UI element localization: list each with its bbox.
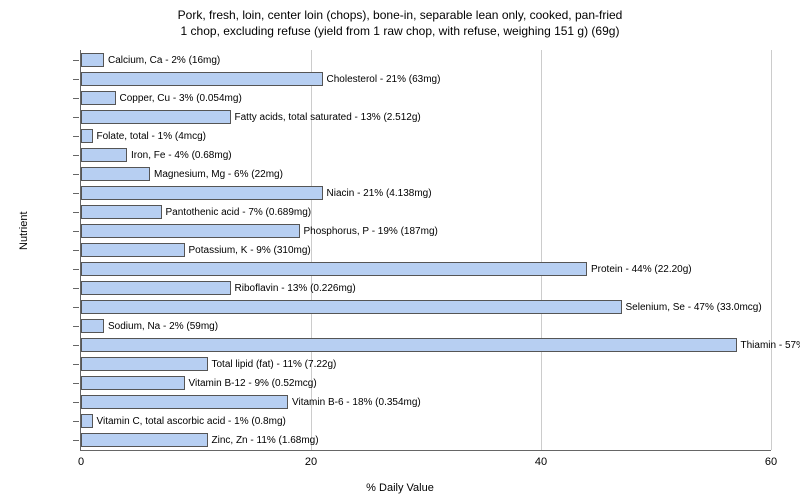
nutrient-bar [81, 205, 162, 219]
y-tick [73, 345, 79, 346]
nutrient-bar-label: Copper, Cu - 3% (0.054mg) [116, 93, 242, 104]
y-tick [73, 288, 79, 289]
nutrient-bar [81, 262, 587, 276]
title-line-2: 1 chop, excluding refuse (yield from 1 r… [0, 24, 800, 40]
y-tick [73, 421, 79, 422]
nutrient-bar [81, 376, 185, 390]
y-tick [73, 79, 79, 80]
y-tick [73, 364, 79, 365]
y-tick [73, 269, 79, 270]
nutrient-bar-label: Folate, total - 1% (4mcg) [93, 131, 206, 142]
nutrient-bar [81, 414, 93, 428]
nutrient-bar [81, 243, 185, 257]
gridline [311, 50, 312, 450]
y-axis-label: Nutrient [18, 211, 30, 250]
nutrient-bar-label: Vitamin B-12 - 9% (0.52mcg) [185, 378, 317, 389]
nutrient-bar-label: Protein - 44% (22.20g) [587, 264, 692, 275]
gridline [771, 50, 772, 450]
plot-area: 0204060Calcium, Ca - 2% (16mg)Cholestero… [80, 50, 771, 451]
nutrient-bar-label: Sodium, Na - 2% (59mg) [104, 321, 218, 332]
x-tick-label: 20 [305, 456, 317, 468]
nutrient-bar-label: Selenium, Se - 47% (33.0mcg) [622, 302, 762, 313]
title-line-1: Pork, fresh, loin, center loin (chops), … [0, 8, 800, 24]
x-tick-label: 0 [78, 456, 84, 468]
nutrient-bar-label: Total lipid (fat) - 11% (7.22g) [208, 359, 337, 370]
nutrient-bar [81, 433, 208, 447]
nutrient-bar [81, 357, 208, 371]
y-tick [73, 117, 79, 118]
nutrient-bar [81, 91, 116, 105]
nutrient-bar-label: Iron, Fe - 4% (0.68mg) [127, 150, 232, 161]
chart-title: Pork, fresh, loin, center loin (chops), … [0, 0, 800, 39]
y-tick [73, 60, 79, 61]
y-tick [73, 136, 79, 137]
x-tick-label: 60 [765, 456, 777, 468]
y-tick [73, 193, 79, 194]
y-tick [73, 440, 79, 441]
nutrient-bar [81, 281, 231, 295]
nutrient-bar-label: Zinc, Zn - 11% (1.68mg) [208, 435, 319, 446]
nutrient-bar-label: Potassium, K - 9% (310mg) [185, 245, 311, 256]
nutrient-bar-label: Calcium, Ca - 2% (16mg) [104, 55, 220, 66]
y-tick [73, 250, 79, 251]
nutrient-bar [81, 186, 323, 200]
nutrient-bar-label: Pantothenic acid - 7% (0.689mg) [162, 207, 312, 218]
nutrient-bar-label: Vitamin C, total ascorbic acid - 1% (0.8… [93, 416, 286, 427]
x-axis-label: % Daily Value [366, 482, 434, 494]
y-tick [73, 307, 79, 308]
nutrient-bar [81, 129, 93, 143]
nutrient-bar [81, 53, 104, 67]
nutrient-bar [81, 110, 231, 124]
y-tick [73, 174, 79, 175]
nutrient-bar-label: Cholesterol - 21% (63mg) [323, 74, 441, 85]
y-tick [73, 155, 79, 156]
nutrient-bar-label: Magnesium, Mg - 6% (22mg) [150, 169, 283, 180]
y-tick [73, 383, 79, 384]
y-tick [73, 231, 79, 232]
gridline [541, 50, 542, 450]
nutrient-bar [81, 395, 288, 409]
nutrient-bar-label: Riboflavin - 13% (0.226mg) [231, 283, 356, 294]
x-tick-label: 40 [535, 456, 547, 468]
y-tick [73, 98, 79, 99]
nutrient-bar [81, 300, 622, 314]
nutrient-chart: Pork, fresh, loin, center loin (chops), … [0, 0, 800, 500]
nutrient-bar [81, 338, 737, 352]
y-tick [73, 212, 79, 213]
nutrient-bar-label: Thiamin - 57% (0.858mg) [737, 340, 800, 351]
nutrient-bar-label: Vitamin B-6 - 18% (0.354mg) [288, 397, 421, 408]
nutrient-bar [81, 224, 300, 238]
y-tick [73, 326, 79, 327]
nutrient-bar [81, 72, 323, 86]
nutrient-bar-label: Fatty acids, total saturated - 13% (2.51… [231, 112, 421, 123]
y-tick [73, 402, 79, 403]
nutrient-bar [81, 167, 150, 181]
nutrient-bar [81, 319, 104, 333]
nutrient-bar-label: Phosphorus, P - 19% (187mg) [300, 226, 438, 237]
nutrient-bar-label: Niacin - 21% (4.138mg) [323, 188, 432, 199]
nutrient-bar [81, 148, 127, 162]
